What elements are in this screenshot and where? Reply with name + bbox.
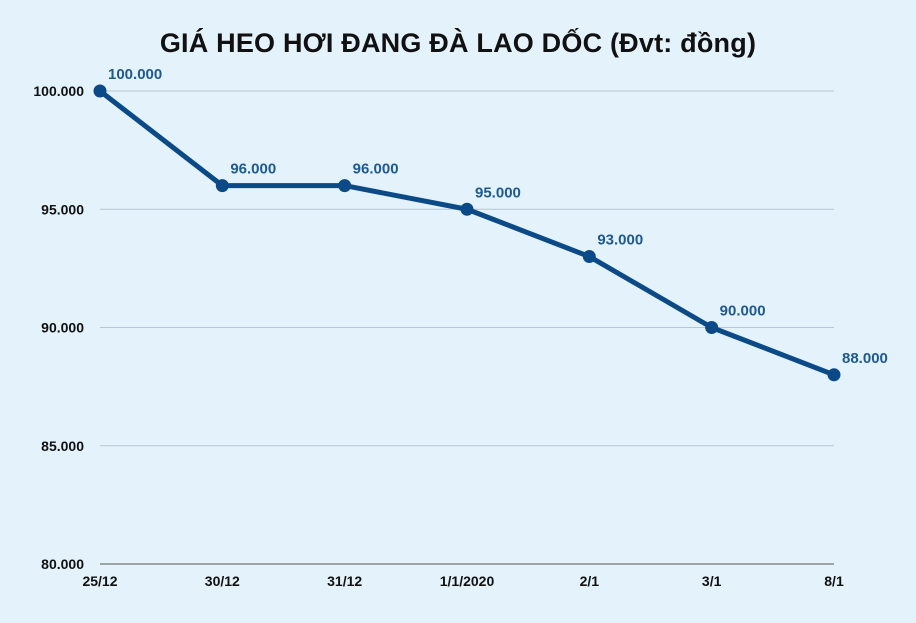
data-label: 100.000 <box>108 66 162 83</box>
x-tick-label: 1/1/2020 <box>440 573 495 589</box>
data-point <box>582 250 596 264</box>
x-tick-label: 3/1 <box>702 573 722 589</box>
series-line <box>97 88 837 378</box>
x-tick-label: 30/12 <box>205 573 240 589</box>
data-label: 93.000 <box>597 232 643 249</box>
x-tick-label: 8/1 <box>824 573 844 589</box>
data-point <box>93 84 107 98</box>
data-label: 96.000 <box>353 161 399 178</box>
data-point <box>705 321 719 334</box>
x-tick-label: 31/12 <box>327 573 362 589</box>
data-label: 96.000 <box>230 161 276 178</box>
chart-title: GIÁ HEO HƠI ĐANG ĐÀ LAO DỐC (Đvt: đồng) <box>159 28 757 58</box>
data-point <box>338 179 352 193</box>
y-tick-label: 80.000 <box>41 556 84 572</box>
data-label: 88.000 <box>842 350 888 367</box>
data-label: 90.000 <box>720 303 766 320</box>
data-point <box>460 202 474 216</box>
data-label: 95.000 <box>475 184 521 201</box>
x-tick-label: 25/12 <box>82 573 117 589</box>
y-tick-label: 85.000 <box>41 438 84 454</box>
y-tick-label: 100.000 <box>33 83 84 99</box>
y-tick-label: 90.000 <box>41 320 84 336</box>
x-tick-label: 2/1 <box>580 573 600 589</box>
y-tick-label: 95.000 <box>41 201 84 217</box>
data-point <box>827 368 841 382</box>
data-point <box>215 179 229 193</box>
